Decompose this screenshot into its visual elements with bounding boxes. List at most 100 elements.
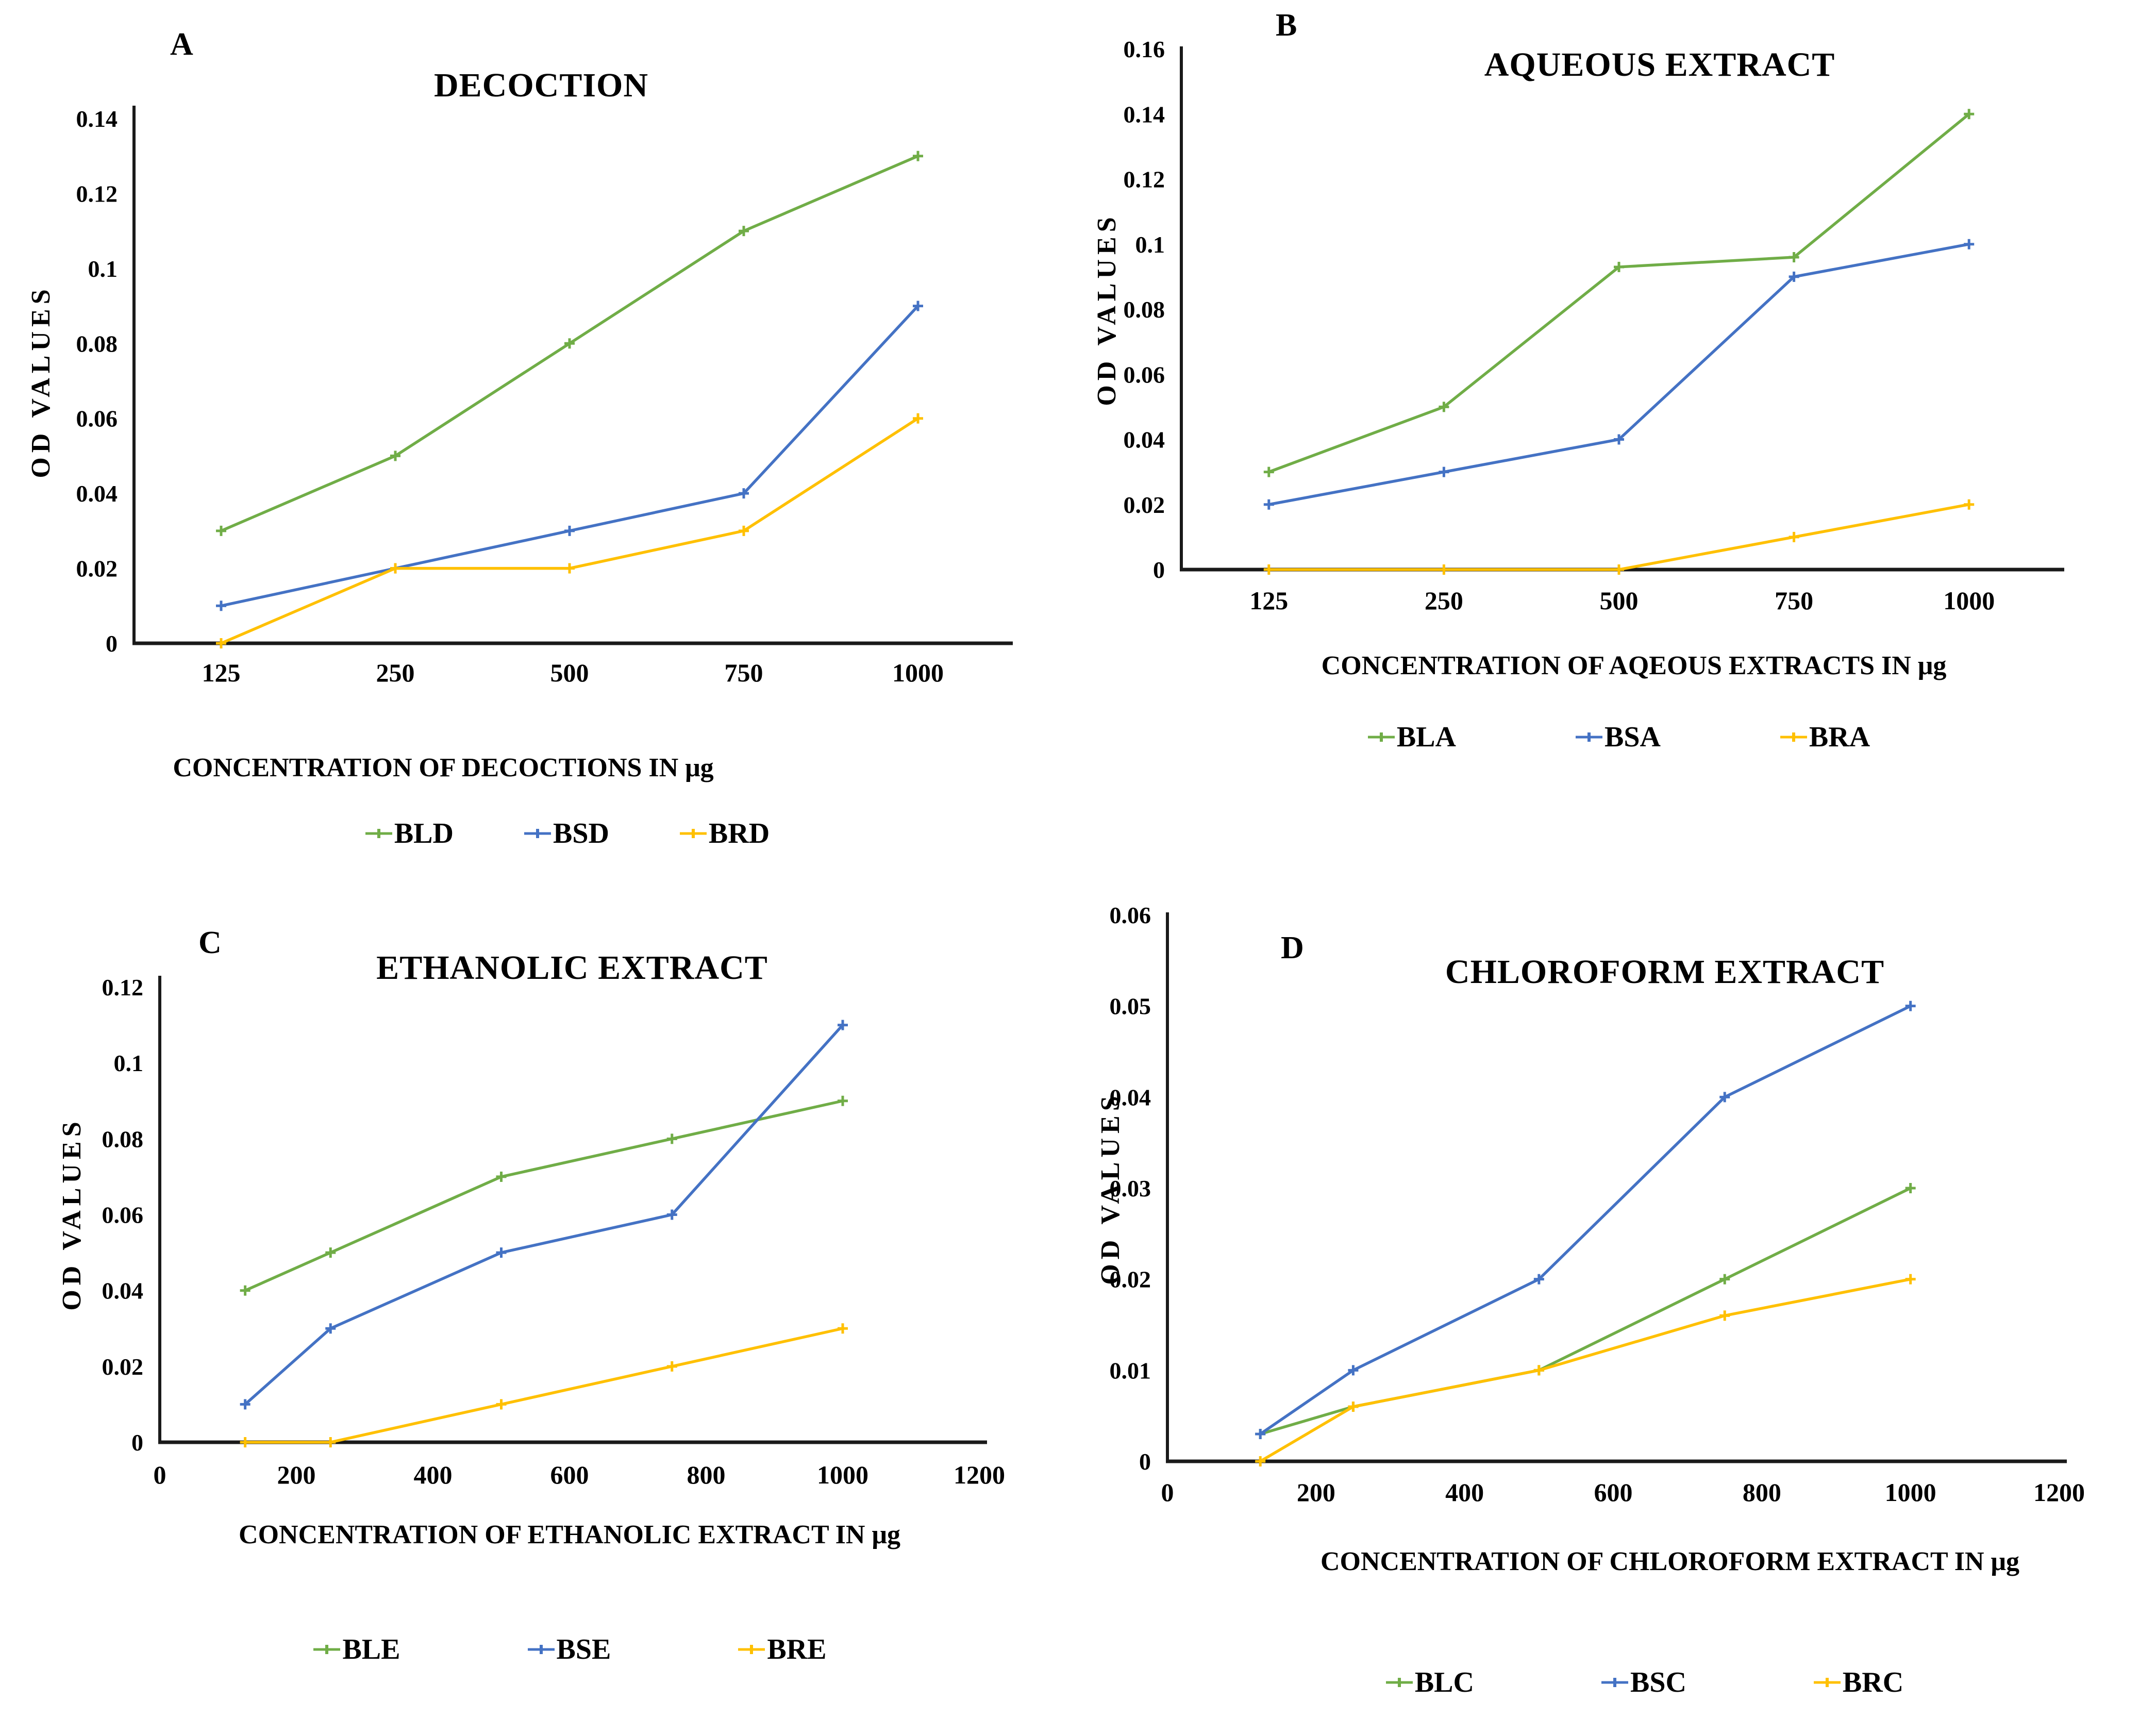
y-tick-label: 0.01: [1110, 1357, 1151, 1383]
legend-item: BSA: [1575, 721, 1661, 754]
y-tick-label: 0.02: [1110, 1266, 1151, 1293]
x-tick-label: 0: [1161, 1478, 1174, 1507]
x-tick-label: 400: [1445, 1478, 1484, 1507]
series-line-BRA: [1267, 503, 1970, 571]
y-tick-label: 0.08: [1124, 296, 1165, 323]
legend-line-marker-icon: [738, 1645, 765, 1654]
legend-item: BRD: [679, 817, 770, 850]
legend-line-marker-icon: [1367, 732, 1395, 742]
series-line-BLA: [1267, 112, 1970, 474]
legend-item: BSC: [1600, 1666, 1686, 1699]
chart-title: ETHANOLIC EXTRACT: [376, 949, 768, 987]
x-tick-label: 500: [550, 658, 589, 687]
x-tick-label: 200: [277, 1460, 316, 1489]
panel-letter: A: [170, 27, 193, 62]
legend-label: BLD: [394, 818, 454, 849]
legend-item: BLC: [1385, 1666, 1474, 1699]
panel-letter: B: [1276, 8, 1297, 43]
series-line-BLC: [1259, 1187, 1912, 1436]
x-tick-label: 1000: [1943, 586, 1995, 615]
legend-item: BLD: [364, 817, 454, 850]
y-tick-label: 0.12: [76, 180, 118, 207]
y-tick-label: 0.05: [1110, 993, 1151, 1020]
y-tick-label: 0.12: [102, 974, 144, 1001]
panel-c: C ETHANOLIC EXTRACT OD VALUES 0 0.02 0.04 0…: [0, 866, 1077, 1732]
legend-label: BRD: [708, 818, 770, 849]
legend-line-marker-icon: [1780, 732, 1807, 742]
legend-label: BLE: [342, 1633, 400, 1665]
y-tick-label: 0: [106, 630, 118, 657]
y-tick-label: 0.04: [76, 480, 118, 507]
y-tick-label: 0.06: [102, 1202, 144, 1228]
legend: BLA BSA BRA: [1180, 721, 2057, 754]
y-tick-label: 0.04: [102, 1278, 144, 1304]
legend: BLC BSC BRC: [1211, 1666, 2077, 1699]
x-axis-title: CONCENTRATION OF CHLOROFORM EXTRACT IN μ…: [1320, 1547, 2020, 1576]
legend-line-marker-icon: [365, 829, 392, 838]
chart-title: CHLOROFORM EXTRACT: [1445, 953, 1885, 991]
x-tick-label: 750: [725, 658, 763, 687]
x-tick-label: 600: [550, 1460, 589, 1489]
y-tick-label: 0.04: [1124, 427, 1165, 453]
legend-item: BRC: [1813, 1666, 1903, 1699]
series-line-BSA: [1267, 243, 1970, 506]
series-line-BSD: [220, 304, 920, 608]
y-tick-label: 0.02: [1124, 492, 1165, 518]
x-tick-label: 1000: [1885, 1478, 1936, 1507]
x-tick-label: 250: [1425, 586, 1463, 615]
legend-item: BSD: [523, 817, 609, 850]
series-line-BLE: [243, 1099, 844, 1292]
y-tick-label: 0.14: [76, 106, 118, 132]
legend-label: BSE: [556, 1633, 611, 1665]
legend-label: BSD: [553, 818, 609, 849]
legend-item: BRA: [1779, 721, 1870, 754]
y-tick-label: 0.12: [1124, 166, 1165, 193]
legend-item: BLE: [312, 1633, 400, 1666]
y-tick-label: 0.06: [76, 406, 118, 432]
plot-area: 0 0.02 0.04 0.06 0.08 0.1 0.12 0 200 400 600 800 100…: [102, 974, 1006, 1489]
legend-label: BSA: [1604, 721, 1661, 753]
x-tick-label: 750: [1775, 586, 1813, 615]
legend-line-marker-icon: [1813, 1678, 1841, 1687]
series-line-BRE: [243, 1327, 844, 1444]
legend-line-marker-icon: [1601, 1678, 1628, 1687]
legend-line-marker-icon: [1385, 1678, 1413, 1687]
plot-area: 0 0.02 0.04 0.06 0.08 0.1 0.12 0.14 125 250 500 750…: [76, 106, 1013, 687]
chart-title: AQUEOUS EXTRACT: [1484, 46, 1835, 84]
legend-label: BRA: [1809, 721, 1870, 753]
plot-area: 0 0.01 0.02 0.03 0.04 0.05 0.06 0 200 400 600 800 10…: [1110, 902, 2085, 1507]
legend-line-marker-icon: [1575, 732, 1602, 742]
y-tick-label: 0.1: [1135, 231, 1165, 258]
x-tick-label: 125: [202, 658, 241, 687]
legend-item: BLA: [1367, 721, 1456, 754]
x-tick-label: 200: [1297, 1478, 1335, 1507]
x-tick-label: 125: [1249, 586, 1288, 615]
legend-line-marker-icon: [527, 1645, 555, 1654]
panel-a: A DECOCTION OD VALUES 0 0.02 0.04 0.06 0.08 0…: [0, 0, 1077, 866]
y-tick-label: 0.06: [1124, 361, 1165, 388]
legend: BLE BSE BRE: [160, 1633, 979, 1666]
legend-label: BLC: [1414, 1666, 1474, 1698]
y-tick-label: 0.16: [1124, 36, 1165, 62]
y-tick-label: 0.03: [1110, 1175, 1151, 1202]
y-tick-label: 0.1: [88, 256, 118, 282]
x-tick-label: 500: [1600, 586, 1639, 615]
x-axis-title: CONCENTRATION OF AQEOUS EXTRACTS IN μg: [1321, 651, 1947, 680]
x-tick-label: 800: [1743, 1478, 1781, 1507]
x-tick-label: 1200: [2033, 1478, 2085, 1507]
x-tick-label: 1000: [892, 658, 944, 687]
x-axis-title: CONCENTRATION OF DECOCTIONS IN μg: [173, 753, 714, 782]
x-tick-label: 1000: [817, 1460, 868, 1489]
panel-letter: C: [198, 925, 222, 960]
legend-line-marker-icon: [313, 1645, 341, 1654]
y-tick-label: 0: [131, 1429, 143, 1456]
legend-label: BRC: [1842, 1666, 1904, 1698]
y-tick-label: 0.02: [76, 556, 118, 582]
x-tick-label: 800: [687, 1460, 726, 1489]
x-tick-label: 0: [154, 1460, 166, 1489]
x-tick-label: 600: [1594, 1478, 1633, 1507]
legend-label: BSC: [1630, 1666, 1686, 1698]
panel-b: B AQUEOUS EXTRACT OD VALUES 0 0.02 0.04 0.0…: [1077, 0, 2154, 866]
x-tick-label: 250: [376, 658, 415, 687]
